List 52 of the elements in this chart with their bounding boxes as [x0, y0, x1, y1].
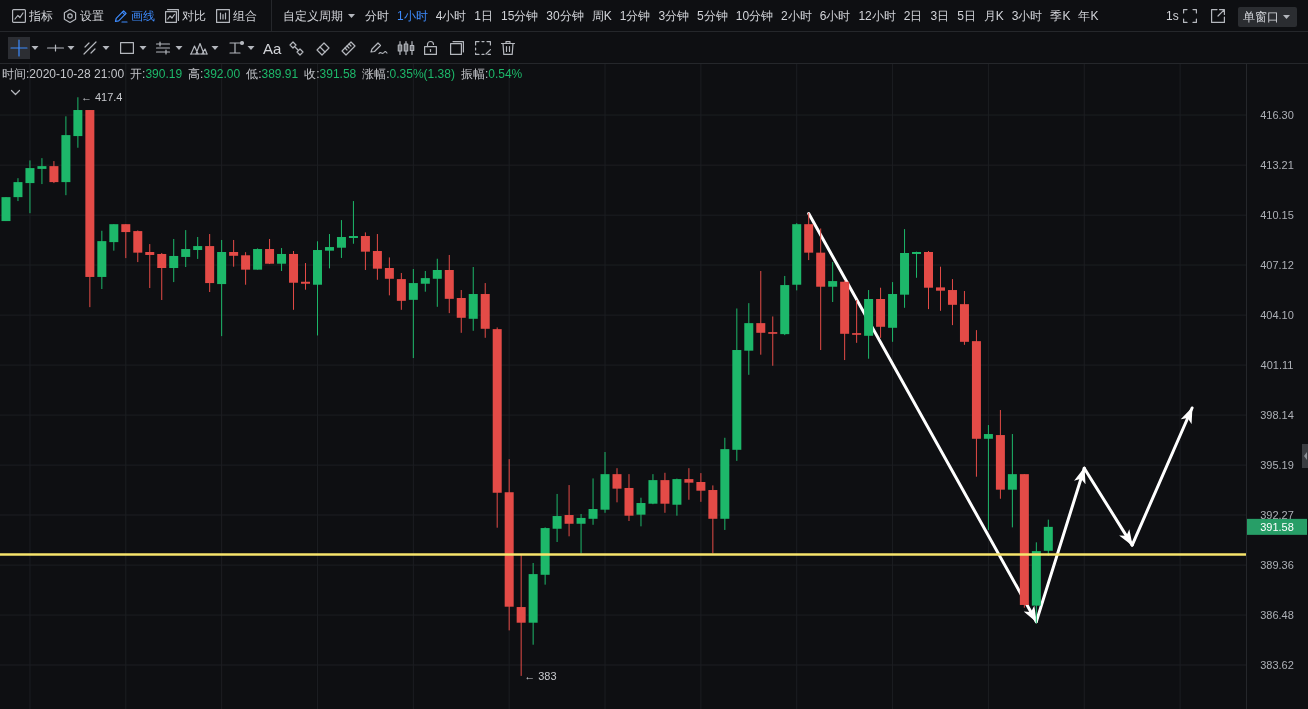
text: 2日 [903, 9, 923, 23]
annotation: 开:390.19 [130, 67, 183, 81]
annotation: 收:391.58 [304, 67, 357, 81]
text: 对比 [182, 9, 206, 23]
y-tick-label: 410.15 [1260, 209, 1294, 222]
text: 月K [983, 9, 1004, 23]
text: 5日 [957, 9, 976, 23]
annotation: 高:392.00 [188, 67, 241, 81]
text: 1s [1166, 9, 1179, 23]
text: 设置 [80, 9, 104, 23]
text: 3小时 [1011, 9, 1043, 23]
annotation: 涨幅:0.35%(1.38) [362, 67, 455, 81]
text: 自定义周期 [283, 9, 343, 23]
text: 4小时 [435, 9, 467, 23]
y-tick-label: 395.19 [1260, 459, 1294, 472]
y-tick-label: 386.48 [1260, 609, 1294, 622]
annotation: 低:389.91 [246, 67, 299, 81]
text: Aa [263, 39, 282, 57]
annotation: ← 383 [524, 669, 557, 682]
text: 分时 [365, 9, 389, 23]
text: 指标 [28, 9, 53, 23]
text: 10分钟 [735, 9, 774, 23]
text: 1分钟 [619, 9, 651, 23]
annotation: 振幅:0.54% [460, 67, 523, 81]
y-tick-label: 416.30 [1260, 109, 1294, 122]
text: 2小时 [781, 9, 812, 23]
annotation: ← 417.4 [80, 91, 123, 104]
text: 12小时 [858, 9, 896, 23]
text: 组合 [233, 9, 257, 23]
text: 5分钟 [697, 9, 728, 23]
y-tick-label: 401.11 [1260, 359, 1294, 372]
text: 年K [1078, 9, 1099, 23]
text: 3日 [930, 9, 950, 23]
y-tick-label: 389.36 [1260, 559, 1294, 572]
y-tick-label: 398.14 [1260, 409, 1294, 422]
text: 15分钟 [501, 9, 539, 23]
text: 1小时 [397, 9, 428, 23]
y-tick-label: 383.62 [1260, 659, 1294, 672]
y-tick-label: 413.21 [1260, 159, 1294, 172]
y-tick-label: 404.10 [1260, 309, 1294, 322]
text: 3分钟 [658, 9, 690, 23]
text: 30分钟 [546, 9, 584, 23]
text: 画线 [131, 9, 155, 23]
annotation: 时间:2020-10-28 21:00 [2, 67, 125, 81]
y-tick-label: 392.27 [1260, 509, 1294, 522]
text: 6小时 [819, 9, 851, 23]
text: 1日 [474, 9, 494, 23]
y-tick-label: 407.12 [1260, 259, 1294, 272]
text: 391.58 [1260, 520, 1294, 533]
text: 周K [591, 9, 612, 23]
text: 单窗口 [1243, 10, 1279, 24]
text: 季K [1050, 9, 1071, 23]
